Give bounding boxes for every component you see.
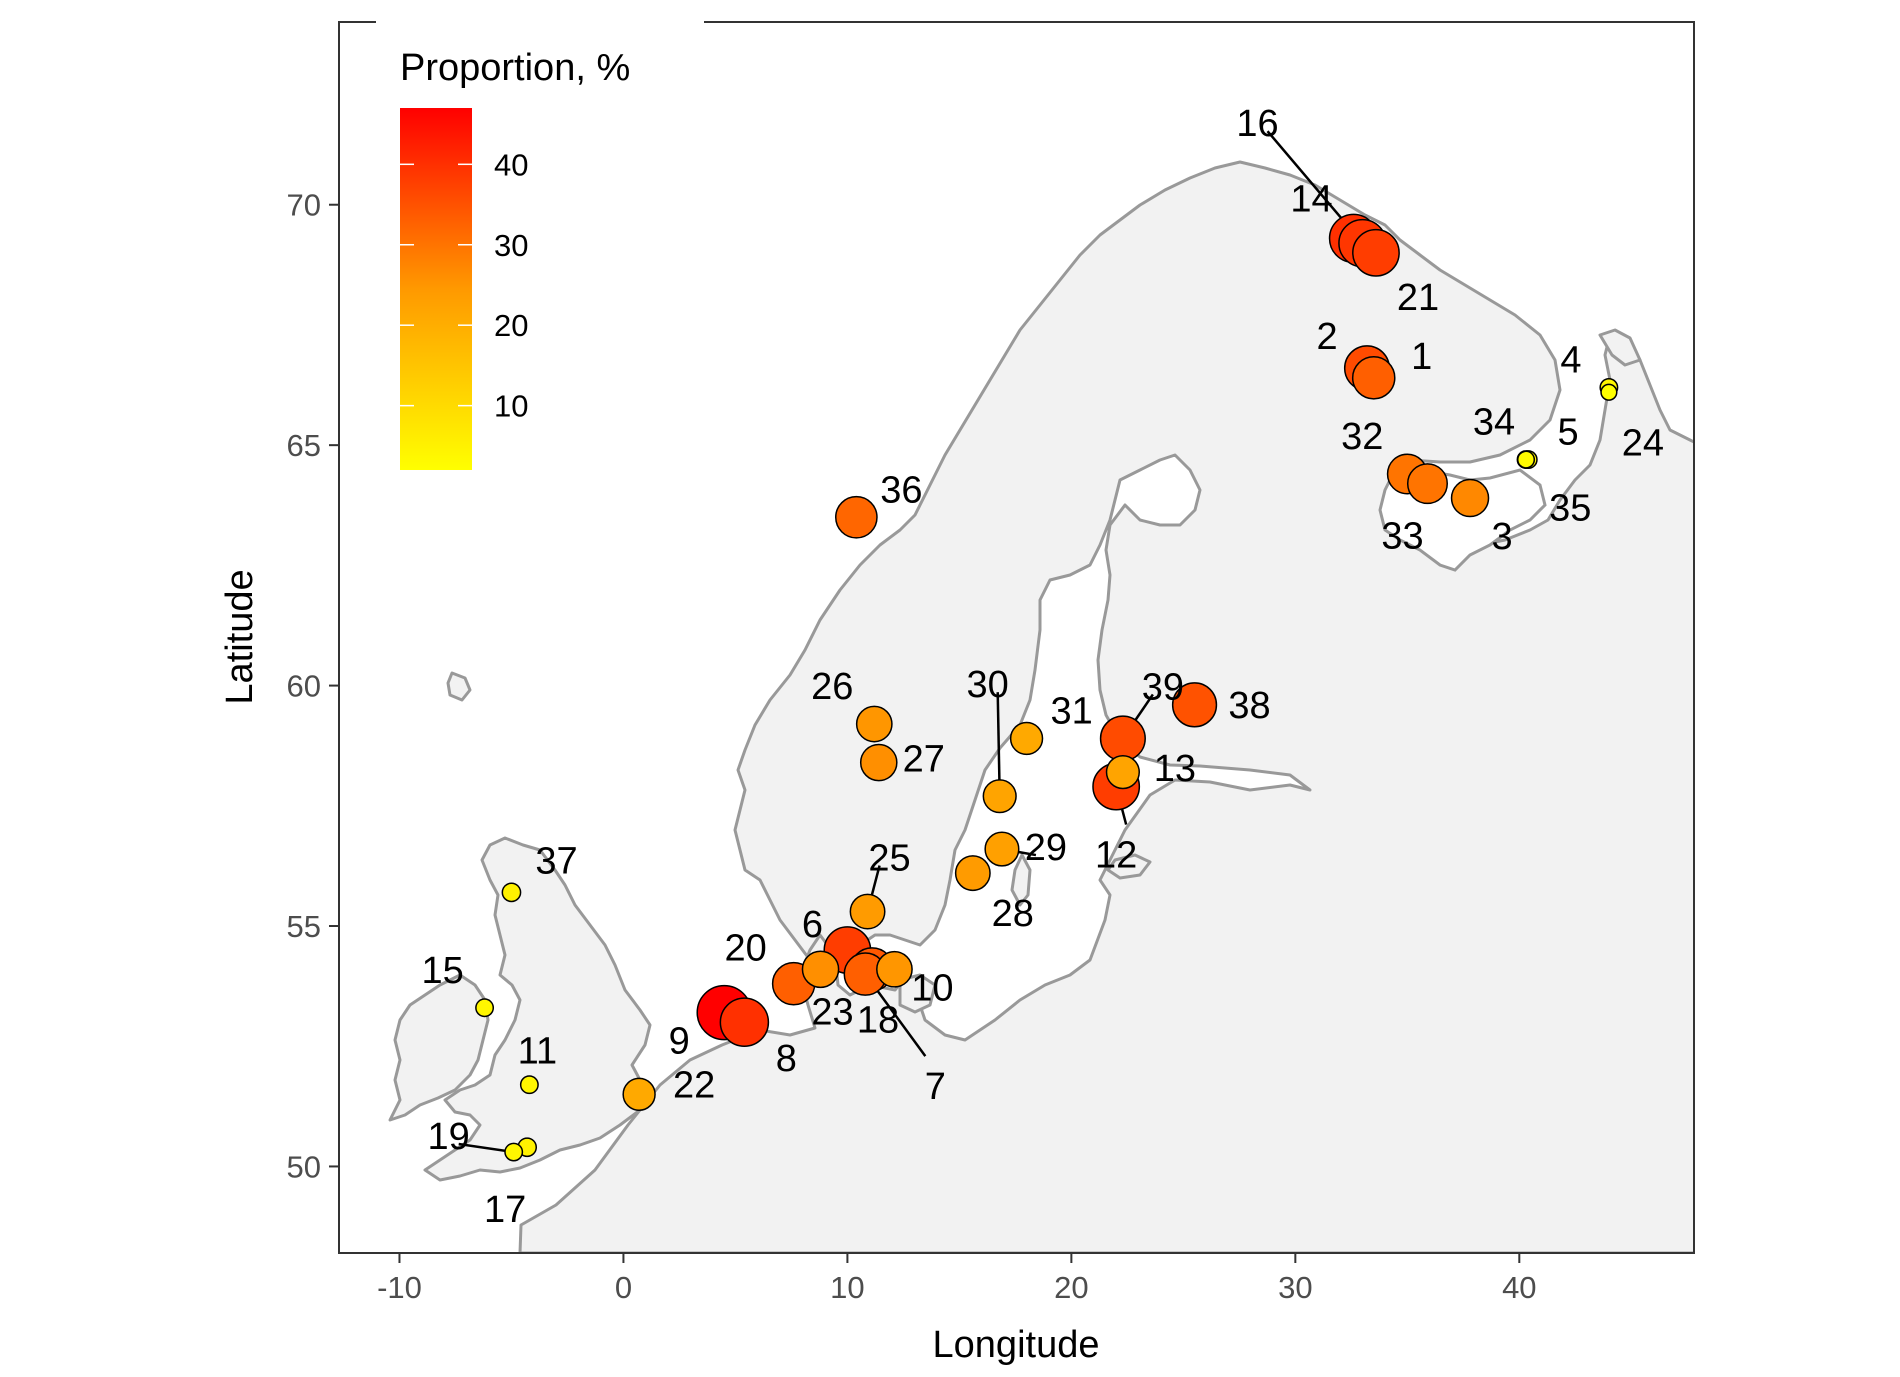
site-label-9: 9 <box>669 1021 690 1063</box>
site-label-25: 25 <box>868 838 910 880</box>
site-point-21 <box>1352 228 1400 277</box>
site-label-38: 38 <box>1228 685 1270 727</box>
site-label-5: 5 <box>1557 412 1578 454</box>
x-axis: -10 0 10 20 30 40 <box>377 1253 1537 1305</box>
site-label-8: 8 <box>776 1038 797 1080</box>
site-point-24 <box>1600 383 1618 401</box>
site-point-29 <box>984 831 1020 867</box>
leader-line-30 <box>996 692 1001 797</box>
x-tick-label: -10 <box>377 1270 422 1305</box>
site-label-12: 12 <box>1095 835 1137 877</box>
legend-tick-label: 40 <box>494 147 528 182</box>
site-point-19 <box>504 1142 524 1162</box>
y-axis: 50 55 60 65 70 <box>287 188 339 1184</box>
site-label-29: 29 <box>1025 827 1067 869</box>
site-label-39: 39 <box>1142 666 1184 708</box>
site-label-32: 32 <box>1341 416 1383 458</box>
site-point-15 <box>475 998 495 1018</box>
site-point-10 <box>876 950 913 988</box>
site-point-3 <box>1450 478 1490 518</box>
site-point-38 <box>1171 682 1218 728</box>
site-point-26 <box>855 705 893 743</box>
site-label-7: 7 <box>925 1066 946 1108</box>
site-label-33: 33 <box>1381 516 1423 558</box>
y-tick-label: 70 <box>287 188 321 223</box>
faroe-islands <box>446 671 472 702</box>
site-label-1: 1 <box>1411 336 1432 378</box>
panel-border <box>338 21 1695 1254</box>
site-label-2: 2 <box>1316 316 1337 358</box>
site-point-8 <box>719 997 770 1047</box>
site-label-37: 37 <box>535 840 577 882</box>
site-point-22 <box>622 1077 656 1112</box>
x-tick-label: 0 <box>615 1270 632 1305</box>
y-tick-label: 50 <box>287 1149 321 1184</box>
site-label-30: 30 <box>967 664 1009 706</box>
site-label-13: 13 <box>1154 748 1196 790</box>
site-label-4: 4 <box>1560 339 1581 381</box>
site-point-34 <box>1516 450 1536 469</box>
site-point-1 <box>1351 356 1396 400</box>
site-label-24: 24 <box>1622 422 1664 464</box>
site-label-21: 21 <box>1397 277 1439 319</box>
gotland <box>1010 853 1032 907</box>
site-point-25 <box>849 893 886 930</box>
site-point-27 <box>859 743 898 782</box>
x-tick-label: 20 <box>1054 1270 1088 1305</box>
site-label-31: 31 <box>1050 690 1092 732</box>
site-label-20: 20 <box>725 928 767 970</box>
site-point-11 <box>519 1075 539 1095</box>
site-point-13 <box>1105 755 1140 790</box>
y-axis-title: Latitude <box>219 569 261 704</box>
ireland <box>388 973 490 1122</box>
zealand <box>898 973 937 1014</box>
x-tick-label: 40 <box>1502 1270 1536 1305</box>
great-britain <box>423 836 652 1182</box>
site-label-11: 11 <box>518 1031 557 1073</box>
site-point-28 <box>954 855 991 892</box>
y-tick-label: 60 <box>287 669 321 704</box>
site-label-28: 28 <box>992 893 1034 935</box>
legend-tick-label: 30 <box>494 228 528 263</box>
y-tick-label: 65 <box>287 428 321 463</box>
site-point-31 <box>1009 721 1044 756</box>
site-point-33 <box>1406 463 1448 505</box>
site-label-17: 17 <box>484 1189 526 1231</box>
x-tick-label: 30 <box>1278 1270 1312 1305</box>
legend: Proportion, % 10 20 30 40 <box>376 18 704 473</box>
legend-title: Proportion, % <box>400 47 630 89</box>
y-tick-label: 55 <box>287 909 321 944</box>
site-label-36: 36 <box>880 469 922 511</box>
site-label-6: 6 <box>802 904 823 946</box>
site-point-36 <box>834 495 878 539</box>
saaremaa <box>1106 853 1152 880</box>
site-label-35: 35 <box>1549 488 1591 530</box>
legend-tick-label: 10 <box>494 389 528 424</box>
site-label-27: 27 <box>903 739 945 781</box>
site-label-16: 16 <box>1236 103 1278 145</box>
site-label-3: 3 <box>1491 516 1512 558</box>
site-label-14: 14 <box>1290 178 1332 220</box>
site-label-34: 34 <box>1473 402 1515 444</box>
site-point-30 <box>982 779 1017 814</box>
site-label-26: 26 <box>811 666 853 708</box>
site-point-23 <box>801 950 840 989</box>
site-label-15: 15 <box>421 950 463 992</box>
legend-colorbar <box>400 108 472 470</box>
x-axis-title: Longitude <box>933 1324 1100 1366</box>
site-point-39 <box>1099 715 1146 762</box>
x-tick-label: 10 <box>830 1270 864 1305</box>
site-labels: 1234567891011121314151617181920212223242… <box>421 103 1664 1231</box>
legend-ticks: 10 20 30 40 <box>400 147 528 424</box>
site-label-19: 19 <box>428 1116 470 1158</box>
site-label-18: 18 <box>857 999 899 1041</box>
kanin-peninsula <box>1598 328 1642 367</box>
legend-tick-label: 20 <box>494 308 528 343</box>
site-point-37 <box>501 882 522 903</box>
site-label-10: 10 <box>911 967 953 1009</box>
site-label-22: 22 <box>673 1064 715 1106</box>
site-points <box>475 213 1619 1162</box>
site-label-23: 23 <box>811 991 853 1033</box>
